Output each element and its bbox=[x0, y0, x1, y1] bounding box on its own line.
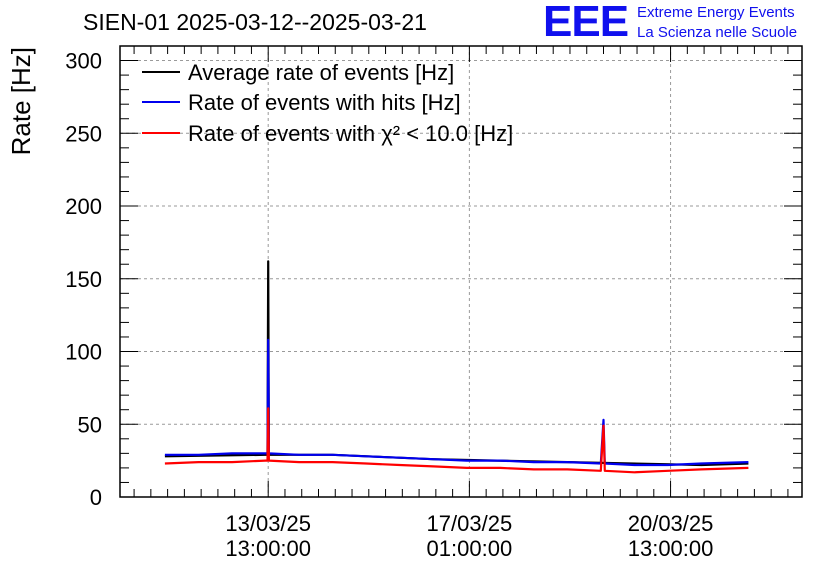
y-tick-label: 250 bbox=[65, 121, 102, 146]
series-line-2 bbox=[164, 407, 749, 474]
logo-caption-line2: La Scienza nelle Scuole bbox=[637, 24, 798, 41]
x-tick-label-date: 13/03/25 bbox=[225, 511, 311, 536]
legend-label-0: Average rate of events [Hz] bbox=[188, 60, 454, 85]
y-tick-label: 0 bbox=[90, 485, 102, 510]
series-line-0 bbox=[164, 260, 749, 467]
y-tick-label: 300 bbox=[65, 49, 102, 74]
legend-label-2: Rate of events with χ² < 10.0 [Hz] bbox=[188, 121, 513, 146]
x-tick-label-date: 20/03/25 bbox=[628, 511, 714, 536]
x-tick-label-date: 17/03/25 bbox=[427, 511, 513, 536]
x-tick-label-time: 13:00:00 bbox=[628, 536, 714, 561]
x-tick-label-time: 01:00:00 bbox=[427, 536, 513, 561]
series-line-1 bbox=[164, 338, 749, 467]
y-tick-label: 100 bbox=[65, 340, 102, 365]
legend-label-1: Rate of events with hits [Hz] bbox=[188, 90, 461, 115]
plot-frame bbox=[119, 45, 803, 498]
y-tick-label: 50 bbox=[78, 412, 102, 437]
y-tick-label: 150 bbox=[65, 267, 102, 292]
logo-caption-line1: Extreme Energy Events bbox=[637, 4, 795, 21]
chart-title: SIEN-01 2025-03-12--2025-03-21 bbox=[83, 9, 427, 35]
y-axis-label: Rate [Hz] bbox=[6, 47, 36, 155]
y-tick-label: 200 bbox=[65, 194, 102, 219]
eee-logo: EEE bbox=[543, 0, 629, 46]
x-tick-label-time: 13:00:00 bbox=[225, 536, 311, 561]
